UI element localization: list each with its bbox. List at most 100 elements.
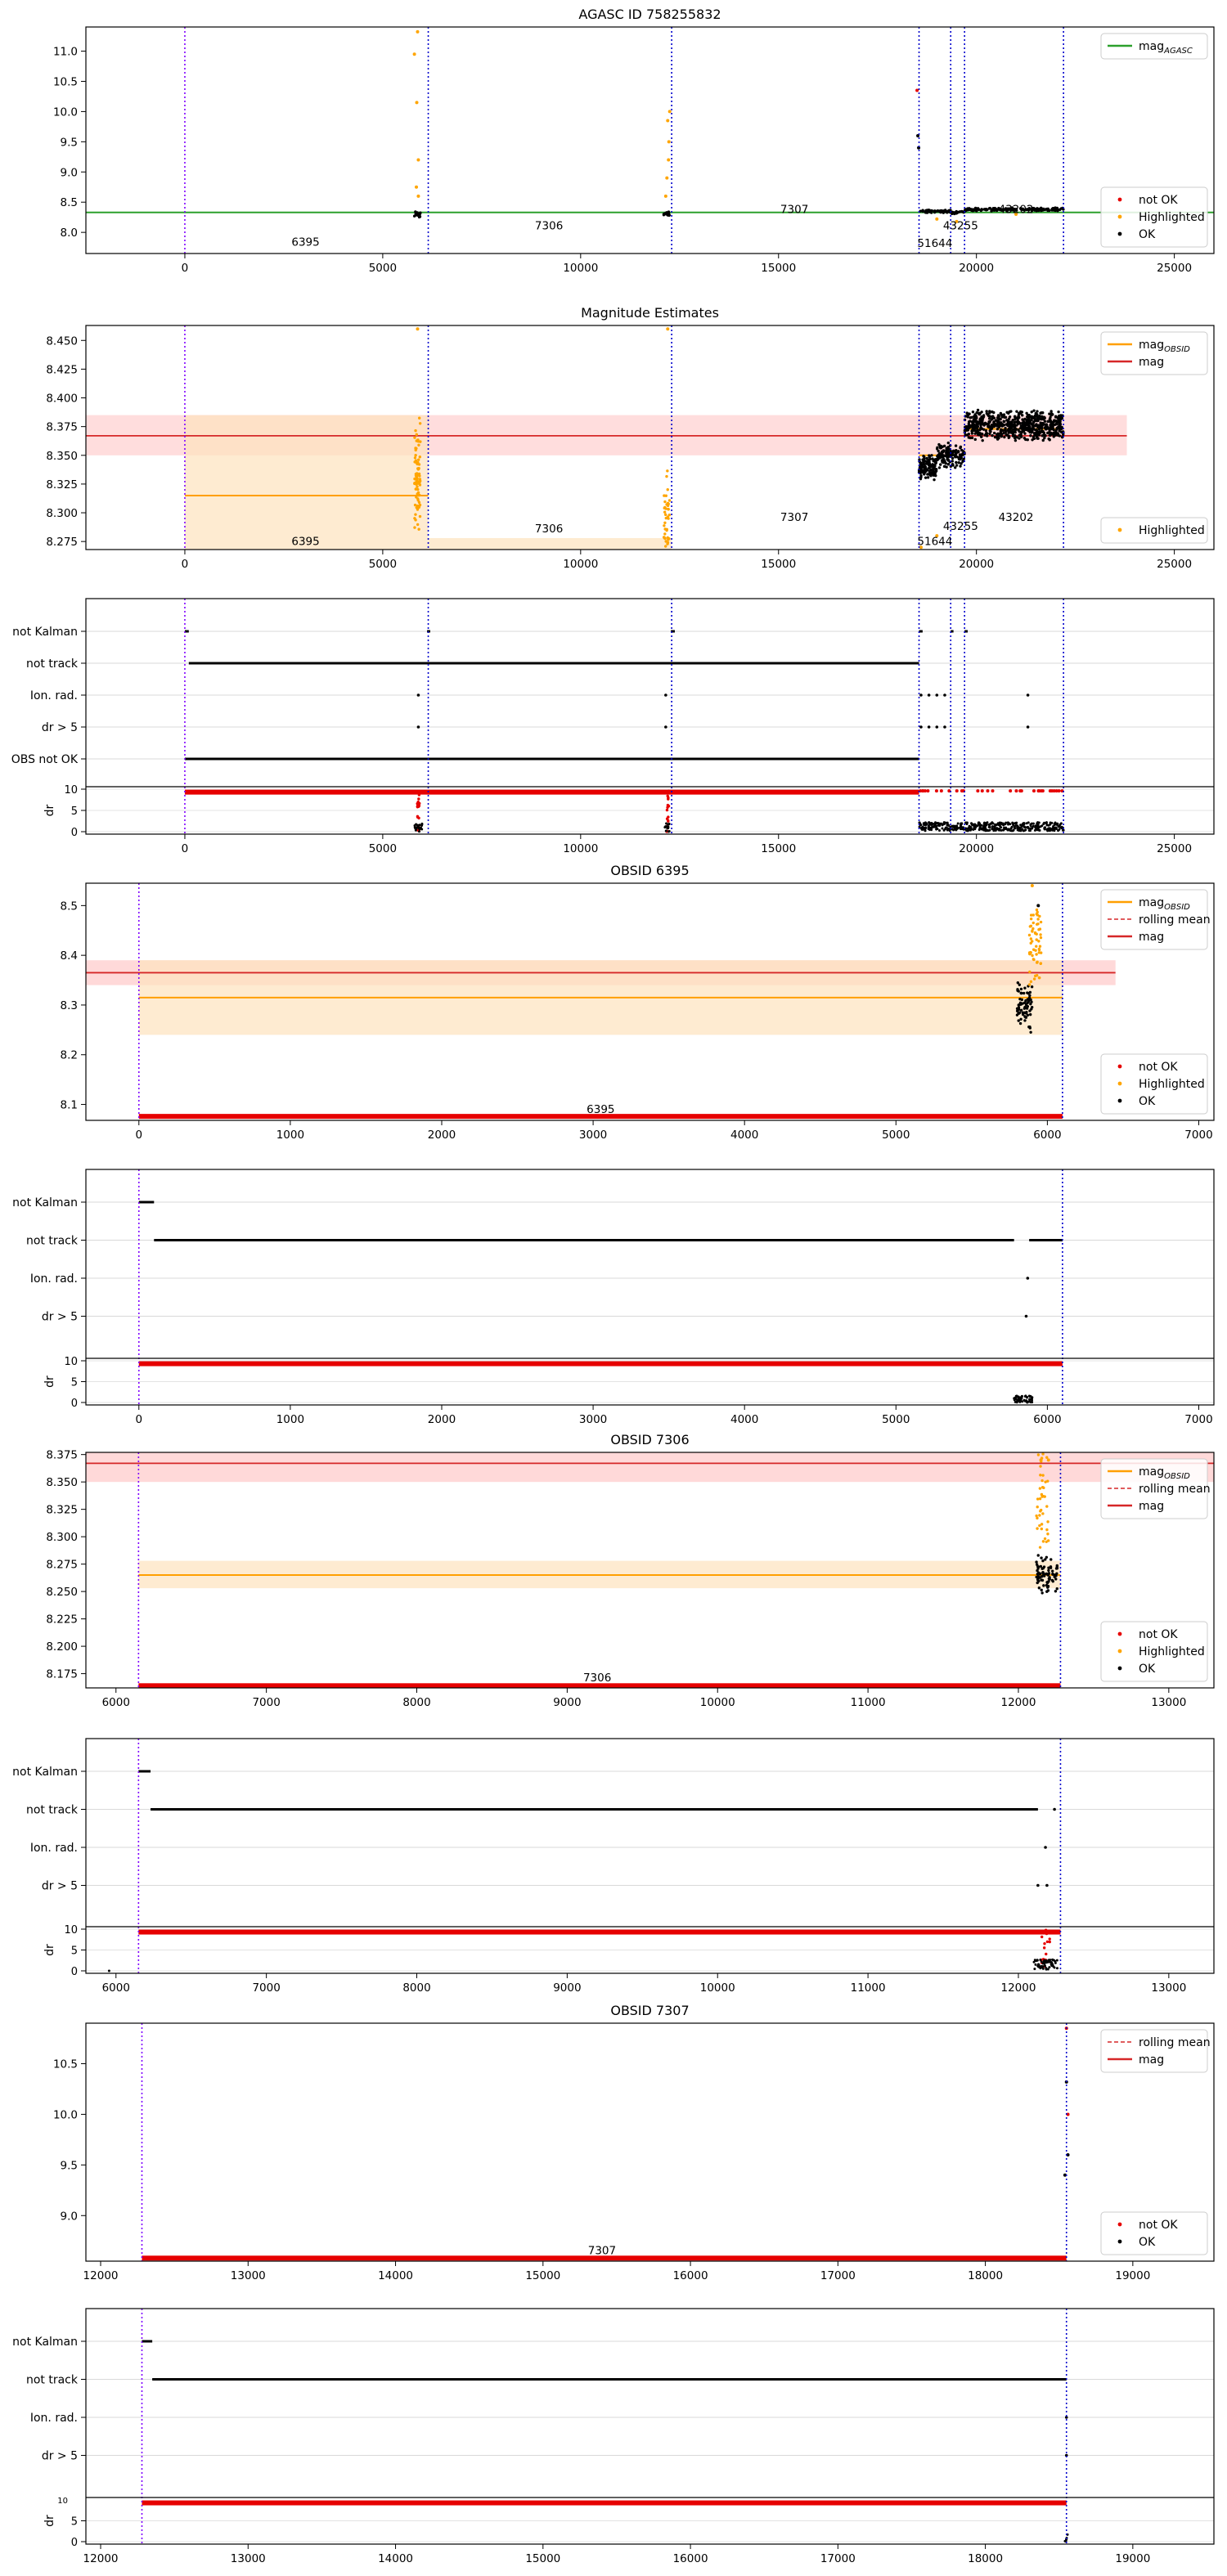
data-point — [1039, 951, 1043, 954]
data-point — [928, 465, 932, 469]
data-point — [976, 433, 980, 436]
data-point — [1053, 206, 1057, 210]
x-tick-label: 10000 — [563, 842, 598, 855]
data-point — [415, 439, 418, 442]
data-point — [667, 508, 670, 511]
data-point — [1040, 434, 1044, 438]
dr-point — [978, 828, 981, 832]
data-point — [1035, 908, 1039, 912]
dr-point — [965, 823, 969, 826]
flag-point — [1026, 1277, 1030, 1280]
dr-point — [420, 822, 424, 825]
data-point — [937, 449, 940, 453]
not-ok-points-strip — [142, 2255, 1067, 2261]
dr-point — [935, 827, 938, 830]
dr-point — [1047, 1959, 1050, 1963]
legend-label: OK — [1139, 1663, 1156, 1676]
dr-point — [991, 825, 994, 828]
data-point — [417, 443, 420, 447]
dr-point — [1027, 1400, 1030, 1403]
data-point — [1028, 1026, 1031, 1030]
data-point — [996, 428, 1000, 431]
data-point — [665, 211, 668, 214]
dr-point — [666, 794, 669, 797]
data-point — [955, 464, 959, 467]
dr-point — [1046, 1968, 1049, 1971]
data-point — [1021, 1002, 1025, 1005]
data-point — [969, 420, 972, 423]
dr-point — [667, 815, 670, 819]
x-tick-label: 15000 — [761, 262, 796, 275]
flag-point — [919, 693, 923, 697]
dr-point — [1049, 1961, 1053, 1964]
y-tick-label: 10.0 — [53, 2108, 78, 2121]
data-point — [999, 429, 1003, 433]
dr-point — [939, 789, 943, 793]
data-point — [666, 469, 669, 473]
data-point — [918, 458, 921, 461]
dr-point — [960, 789, 964, 793]
y-tick-label: 8.275 — [46, 536, 78, 549]
data-point — [979, 424, 982, 427]
dr-point — [1050, 828, 1054, 832]
data-point — [1048, 1576, 1051, 1579]
panel-obsid-7306: 7306 OBSID 7306 6000 7000 8000 9000 10000 11000… — [46, 1432, 1215, 1709]
data-point — [663, 527, 667, 531]
data-point — [1010, 423, 1014, 427]
data-point — [1031, 930, 1034, 933]
legend-marker — [1117, 214, 1122, 219]
plot-area — [86, 2309, 1214, 2544]
data-point — [1045, 1555, 1049, 1560]
data-point — [980, 435, 983, 438]
data-point — [1003, 415, 1006, 419]
data-point — [1036, 1527, 1039, 1530]
data-point — [946, 448, 950, 451]
data-point — [979, 420, 982, 424]
data-point — [1006, 421, 1009, 425]
dr-point — [1003, 826, 1006, 829]
dr-tick-label: 5 — [71, 1945, 78, 1958]
data-point — [995, 209, 999, 213]
flag-point — [1064, 2453, 1068, 2457]
data-point — [1014, 212, 1018, 216]
data-point — [412, 52, 416, 56]
data-point — [1060, 416, 1064, 420]
dr-point — [980, 789, 984, 793]
data-point — [667, 499, 672, 502]
dr-point — [991, 789, 995, 793]
data-point — [1029, 917, 1033, 921]
data-point — [928, 209, 931, 212]
dr-point — [1043, 1942, 1046, 1945]
dr-point — [954, 828, 957, 831]
data-point — [667, 514, 671, 517]
dr-point — [987, 824, 991, 827]
dr-point — [1039, 1959, 1042, 1962]
data-point — [967, 433, 970, 436]
dr-point — [1053, 824, 1056, 827]
dr-point — [1033, 1959, 1036, 1962]
legend-box — [1100, 33, 1208, 60]
data-point — [668, 553, 671, 555]
data-point — [414, 513, 417, 516]
legend-bottom: not OK Highlighted OK — [1100, 186, 1208, 248]
data-point — [1031, 420, 1036, 424]
x-tick-label: 8000 — [402, 1981, 430, 1995]
legend-marker — [1117, 2222, 1122, 2227]
data-point — [1004, 430, 1008, 434]
dr-point — [416, 815, 420, 819]
data-point — [1031, 423, 1035, 426]
dr-point — [1034, 826, 1037, 829]
dr-point — [1055, 1959, 1058, 1962]
data-point — [954, 456, 957, 459]
flag-row-label: Ion. rad. — [30, 2412, 78, 2425]
data-point — [987, 420, 991, 424]
legend-marker — [1117, 1081, 1122, 1086]
data-point — [978, 208, 981, 211]
dr-point — [998, 828, 1001, 831]
data-point — [1031, 921, 1035, 925]
dr-point — [1017, 1395, 1020, 1398]
y-tick-label: 8.325 — [46, 1504, 78, 1517]
dr-point — [986, 829, 989, 832]
data-point — [1045, 1583, 1049, 1587]
dr-point — [1019, 824, 1022, 827]
